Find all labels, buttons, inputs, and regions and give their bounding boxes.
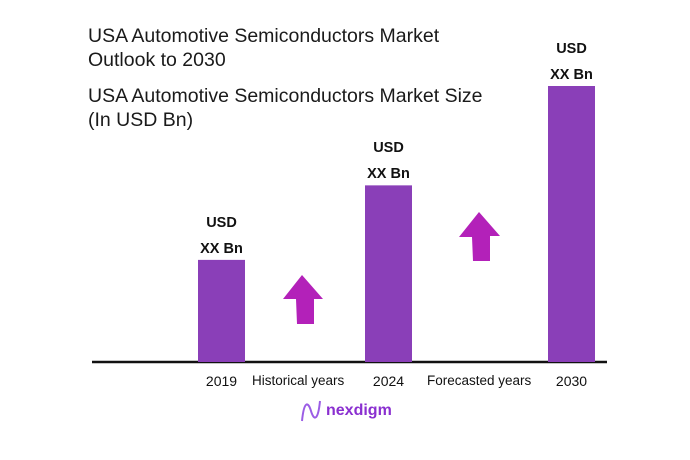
title-line: USA Automotive Semiconductors Market <box>88 25 440 47</box>
data-label-line: XX Bn <box>550 67 593 83</box>
data-label-line: XX Bn <box>367 166 410 183</box>
arrow-up-icon <box>459 212 500 261</box>
data-label-line: USD <box>373 140 404 157</box>
data-label: USD XX Bn <box>532 36 612 88</box>
bar-2019 <box>198 259 245 362</box>
chart-title: USA Automotive Semiconductors Market Out… <box>88 24 439 72</box>
subtitle-line: USA Automotive Semiconductors Market Siz… <box>88 85 483 107</box>
nexdigm-logo: nexdigm <box>300 399 392 423</box>
bar-2030 <box>548 86 595 362</box>
logo-icon <box>301 400 321 422</box>
logo-text: nexdigm <box>326 402 392 419</box>
data-label: USD XX Bn <box>182 210 262 262</box>
period-label-historical: Historical years <box>252 373 345 388</box>
data-label-line: USD <box>556 41 587 57</box>
period-label-forecasted: Forecasted years <box>427 373 532 388</box>
subtitle-line: (In USD Bn) <box>88 109 194 131</box>
data-label-line: XX Bn <box>200 240 243 257</box>
x-tick-label: 2030 <box>555 373 588 389</box>
x-tick-label: 2019 <box>205 373 238 389</box>
chart-subtitle: USA Automotive Semiconductors Market Siz… <box>88 84 483 132</box>
x-tick-label: 2024 <box>372 373 405 389</box>
title-line: Outlook to 2030 <box>88 49 226 71</box>
data-label: USD XX Bn <box>349 135 429 187</box>
data-label-line: USD <box>206 214 237 231</box>
bar-2024 <box>365 185 412 362</box>
arrow-up-icon <box>283 275 323 324</box>
